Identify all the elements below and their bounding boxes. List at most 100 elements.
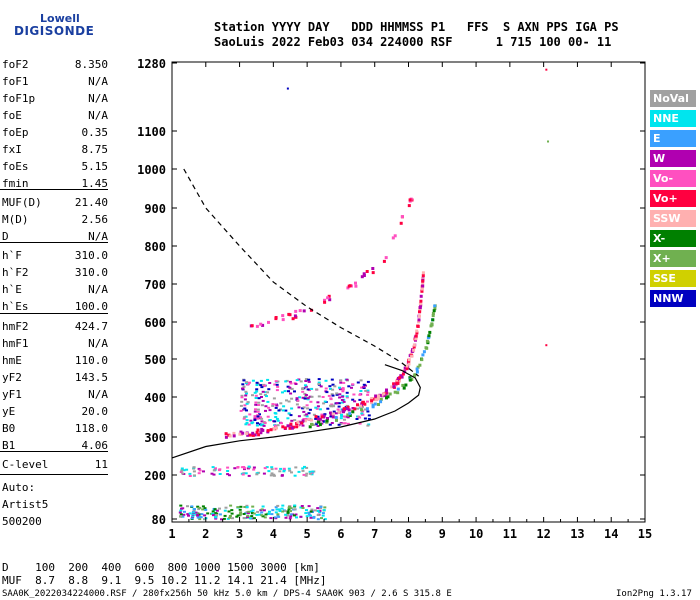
echo-point <box>316 510 320 512</box>
echo-point <box>315 421 319 424</box>
echo-point <box>248 517 252 520</box>
echo-point <box>334 412 338 415</box>
trace-point <box>391 236 395 240</box>
echo-point <box>264 409 267 412</box>
echo-point <box>246 512 250 515</box>
trace-point <box>424 346 428 350</box>
echo-point <box>322 420 326 423</box>
echo-point <box>263 516 267 519</box>
trace-point <box>407 204 411 208</box>
echo-point <box>220 518 223 521</box>
trace-point <box>248 433 252 437</box>
echo-point <box>330 422 334 424</box>
echo-point <box>231 517 234 520</box>
legend-item-0: NoVal <box>650 90 696 107</box>
trace-point <box>232 434 236 438</box>
trace-point <box>320 415 324 419</box>
echo-point <box>293 390 296 393</box>
echo-point <box>306 407 310 410</box>
trace-point <box>272 427 276 431</box>
echo-point <box>206 512 210 515</box>
echo-point <box>360 386 364 389</box>
echo-point <box>312 515 316 518</box>
echo-point <box>361 410 365 413</box>
echo-point <box>242 379 246 382</box>
echo-point <box>204 508 208 511</box>
echo-point <box>304 384 307 387</box>
echo-point <box>323 506 327 509</box>
isolated-point <box>545 344 548 347</box>
echo-point <box>284 513 288 516</box>
echo-point <box>263 421 267 424</box>
echo-point <box>309 400 313 403</box>
echo-point <box>243 408 247 411</box>
electron-density-profile <box>171 364 421 459</box>
echo-point <box>217 469 221 472</box>
echo-point <box>321 514 325 517</box>
trace-point <box>351 410 355 414</box>
echo-point <box>345 396 349 399</box>
echo-point <box>331 388 335 391</box>
param-value-10: N/A <box>88 230 108 243</box>
param-value-4: 0.35 <box>81 126 109 139</box>
echo-point <box>320 517 323 520</box>
echo-point <box>280 474 284 477</box>
echo-point <box>262 472 266 475</box>
trace-point <box>331 412 335 416</box>
echo-point <box>264 405 268 408</box>
trace-point <box>396 391 400 395</box>
echo-point <box>213 508 217 511</box>
echo-point <box>284 516 288 519</box>
echo-point <box>193 508 196 511</box>
echo-point <box>304 385 308 388</box>
trace-point <box>327 294 331 298</box>
echo-point <box>300 505 304 507</box>
echo-point <box>263 467 267 470</box>
param-label-19: yF1 <box>2 388 22 401</box>
echo-point <box>312 424 316 426</box>
echo-point <box>290 387 294 390</box>
echo-point <box>309 514 312 517</box>
trace-point <box>296 420 300 424</box>
trace-point <box>342 407 346 411</box>
trace-point <box>370 399 374 403</box>
echo-point <box>342 381 346 384</box>
trace-point <box>348 414 352 417</box>
echo-point <box>211 510 215 513</box>
trace-point <box>361 400 365 404</box>
echo-point <box>260 511 264 514</box>
echo-point <box>364 389 368 392</box>
echo-point <box>226 466 230 469</box>
echo-point <box>251 512 254 515</box>
trace-point <box>419 294 423 298</box>
legend-item-5: Vo+ <box>650 190 696 207</box>
echo-point <box>303 465 306 468</box>
echo-point <box>289 382 293 385</box>
echo-point <box>258 413 261 416</box>
trace-point <box>433 304 437 308</box>
echo-point <box>266 391 269 394</box>
trace-point <box>412 374 416 378</box>
echo-point <box>346 416 350 419</box>
echo-point <box>268 382 272 384</box>
echo-point <box>282 405 286 408</box>
echo-point <box>276 513 280 516</box>
plot-frame <box>171 61 646 523</box>
echo-point <box>351 398 355 401</box>
echo-point <box>289 513 293 516</box>
echo-point <box>197 508 201 511</box>
y-tick-label: 300 <box>144 431 166 445</box>
trace-point <box>374 394 378 398</box>
trace-point <box>291 317 295 321</box>
echo-point <box>355 418 359 420</box>
echo-point <box>323 400 327 403</box>
y-tick-label: 400 <box>144 391 166 405</box>
echo-point <box>277 409 281 412</box>
y-tick-label: 700 <box>144 278 166 292</box>
echo-point <box>316 518 320 521</box>
trace-point <box>376 397 380 401</box>
echo-point <box>330 405 333 408</box>
echo-point <box>276 385 280 388</box>
echo-point <box>341 388 345 391</box>
echo-point <box>251 379 255 382</box>
